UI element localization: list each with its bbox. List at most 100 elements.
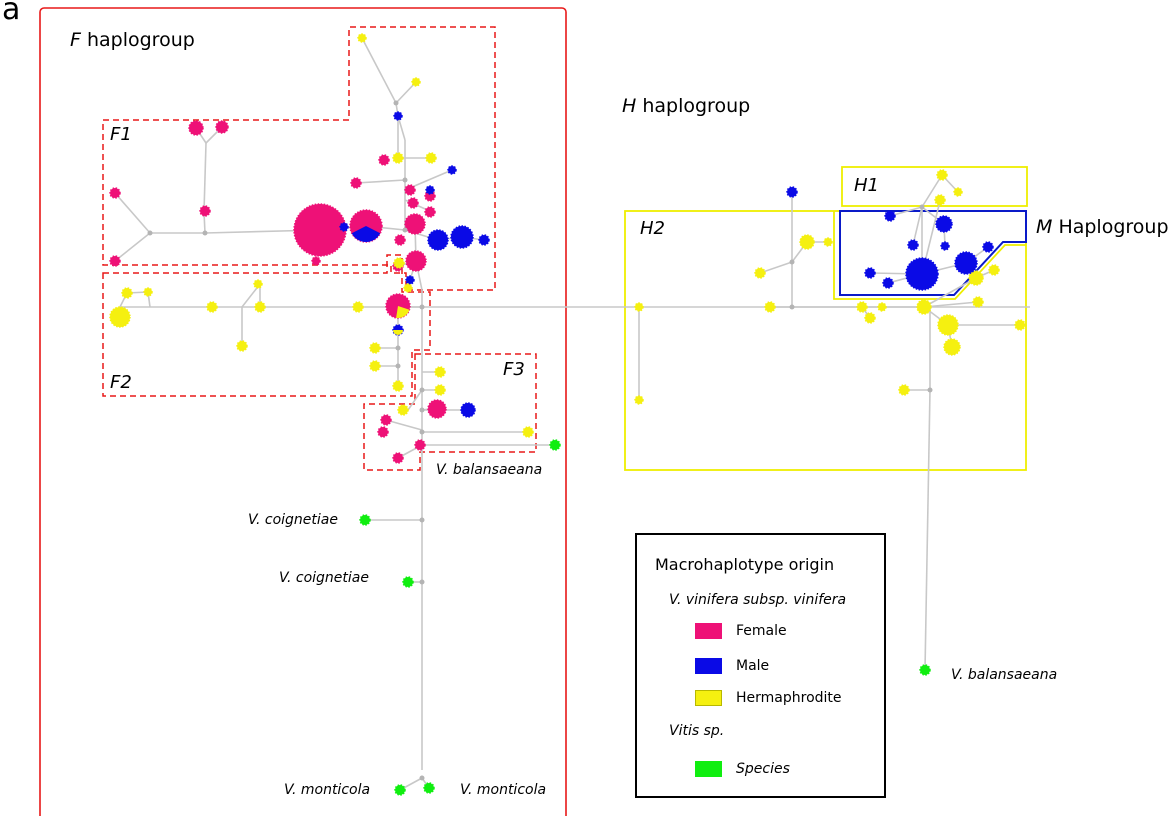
f1-subgroup-border [102,26,496,291]
female-haplotype-node [215,120,229,134]
hermaphrodite-haplotype-node [937,314,959,336]
male-haplotype-node [460,402,476,418]
network-edge [924,389,931,671]
female-haplotype-node [405,250,427,272]
network-edge [912,206,923,246]
hermaphrodite-haplotype-node [1014,319,1026,331]
network-edge [397,115,406,141]
f-haplogroup-label: F haplogroup [70,29,195,51]
network-edge [921,174,943,208]
male-haplotype-node [339,222,349,232]
legend-item-label: Species [736,761,790,777]
hermaphrodite-haplotype-node [425,152,437,164]
junction-node [419,407,425,413]
legend-vitis-heading: Vitis sp. [669,723,725,739]
hermaphrodite-wedge [393,330,403,335]
hermaphrodite-haplotype-node [357,33,367,43]
male-haplotype-node [882,277,894,289]
legend-vinifera-heading: V. vinifera subsp. vinifera [669,592,847,608]
network-edge [385,419,423,431]
male-haplotype-node [864,267,876,279]
network-edge [407,389,423,411]
hermaphrodite-haplotype-node [434,384,446,396]
male-haplotype-node [478,234,490,246]
network-edges [114,37,1030,791]
female-haplotype-node [109,187,121,199]
female-haplotype-node [407,197,419,209]
legend-item-label: Male [736,658,770,674]
male-haplotype-node [954,251,978,275]
male-haplotype-node [427,229,449,251]
hermaphrodite-haplotype-node [109,306,131,328]
hermaphrodite-haplotype-node [936,169,948,181]
network-edge [923,277,977,308]
female-haplotype-node [414,439,426,451]
hermaphrodite-haplotype-node [898,384,910,396]
hermaphrodite-haplotype-node [392,380,404,392]
female-swatch [695,623,722,639]
junction-node [419,775,425,781]
female-haplotype-node [404,184,416,196]
male-haplotype-node [884,210,896,222]
male-haplotype-node [447,165,457,175]
species-node [423,782,435,794]
hermaphrodite-haplotype-node [369,360,381,372]
male-haplotype-node [393,111,403,121]
hermaphrodite-haplotype-node [397,404,409,416]
junction-node [419,387,425,393]
junction-node [393,100,399,106]
m-haplogroup-border [839,210,1027,296]
species-label-coignetiae-2: V. coignetiae [279,570,369,586]
species-node [549,439,561,451]
legend-item-label: Female [736,623,787,639]
hermaphrodite-haplotype-node [121,287,133,299]
f3-subgroup-border [363,353,537,471]
h2-subgroup-border [624,210,1027,471]
junction-node [402,227,408,233]
legend-item-male: Male [695,656,769,676]
network-edge [759,261,793,274]
h-inner-border [833,211,1026,300]
female-haplotype-node [188,120,204,136]
legend-item-species: Species [695,759,790,779]
hermaphrodite-haplotype-node [856,301,868,313]
f2-subgroup-border [102,254,431,397]
h1-subgroup-border [841,166,1028,207]
female-haplotype-node [378,154,390,166]
network-edge [395,81,417,104]
network-edge [355,179,406,184]
species-label-coignetiae-1: V. coignetiae [248,512,338,528]
legend: Macrohaplotype origin V. vinifera subsp.… [635,533,886,798]
hermaphrodite-haplotype-node [953,187,963,197]
hermaphrodite-haplotype-node [916,299,932,315]
male-haplotype-node [935,215,953,233]
junction-node [419,579,425,585]
male-haplotype-node [907,239,919,251]
species-label-balansaeana-left: V. balansaeana [436,462,542,478]
hermaphrodite-haplotype-node [369,342,381,354]
h1-label: H1 [854,175,879,196]
junction-node [147,230,153,236]
species-node [359,514,371,526]
hermaphrodite-haplotype-node [522,426,534,438]
network-nodes [109,33,1026,796]
hermaphrodite-haplotype-node [236,340,248,352]
hermaphrodite-haplotype-node [864,312,876,324]
junction-node [419,429,425,435]
network-edge [114,192,151,234]
hermaphrodite-haplotype-node [392,152,404,164]
hermaphrodite-haplotype-node [254,301,266,313]
hermaphrodite-haplotype-node [634,302,644,312]
junction-node [789,304,795,310]
hermaphrodite-haplotype-node [972,296,984,308]
female-haplotype-node [392,452,404,464]
hermaphrodite-haplotype-node [143,287,153,297]
junction-node [789,259,795,265]
male-haplotype-node [405,275,415,285]
legend-item-hermaphrodite: Hermaphrodite [695,688,842,708]
species-node [402,576,414,588]
male-haplotype-node [905,257,939,291]
hermaphrodite-haplotype-node [352,301,364,313]
species-label-monticola-2: V. monticola [460,782,546,798]
hermaphrodite-haplotype-node [764,301,776,313]
